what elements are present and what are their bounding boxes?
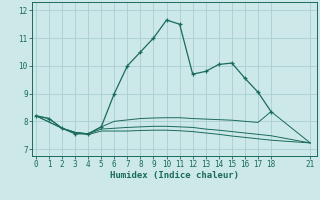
X-axis label: Humidex (Indice chaleur): Humidex (Indice chaleur): [110, 171, 239, 180]
